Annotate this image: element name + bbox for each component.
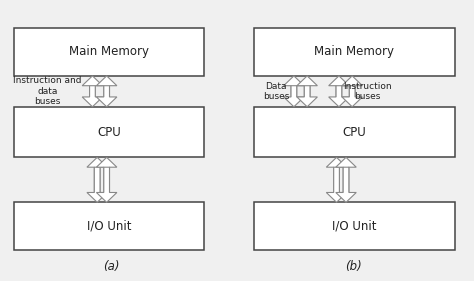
Polygon shape (82, 76, 103, 97)
Text: Main Memory: Main Memory (69, 46, 149, 58)
Polygon shape (297, 76, 318, 97)
Polygon shape (342, 76, 363, 97)
Polygon shape (283, 86, 304, 107)
Text: Instruction and
data
buses: Instruction and data buses (13, 76, 82, 106)
Polygon shape (328, 76, 349, 97)
Text: CPU: CPU (97, 126, 121, 139)
Polygon shape (336, 167, 356, 202)
Bar (254, 28, 455, 76)
Bar (14, 107, 204, 157)
Polygon shape (326, 167, 347, 202)
Polygon shape (87, 157, 108, 192)
Polygon shape (326, 157, 347, 192)
Bar (14, 28, 204, 76)
Text: Data
buses: Data buses (263, 81, 289, 101)
Text: I/O Unit: I/O Unit (87, 220, 131, 233)
Polygon shape (82, 86, 103, 107)
Text: Instruction
buses: Instruction buses (343, 81, 392, 101)
Polygon shape (96, 76, 117, 97)
Text: Main Memory: Main Memory (314, 46, 394, 58)
Text: I/O Unit: I/O Unit (332, 220, 376, 233)
Polygon shape (283, 76, 304, 97)
Bar (254, 107, 455, 157)
Text: CPU: CPU (342, 126, 366, 139)
Text: (a): (a) (103, 260, 119, 273)
Polygon shape (328, 86, 349, 107)
Polygon shape (87, 167, 108, 202)
Polygon shape (96, 86, 117, 107)
Bar (14, 202, 204, 250)
Text: (b): (b) (345, 260, 362, 273)
Polygon shape (342, 86, 363, 107)
Polygon shape (96, 157, 117, 192)
Polygon shape (336, 157, 356, 192)
Bar (254, 202, 455, 250)
Polygon shape (297, 86, 318, 107)
Polygon shape (96, 167, 117, 202)
